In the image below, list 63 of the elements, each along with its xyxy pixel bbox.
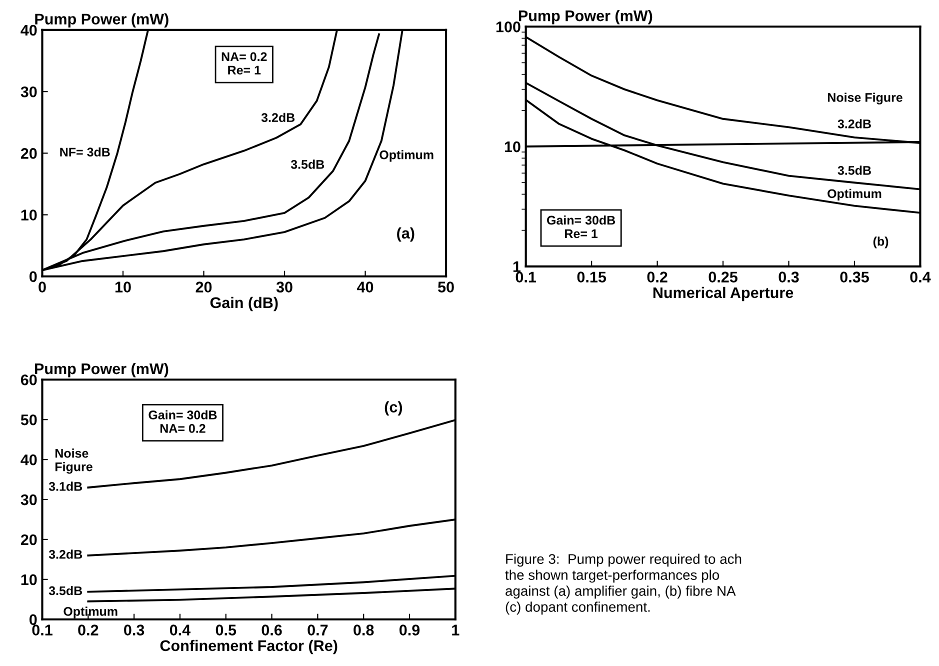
y-tick-label: 10: [21, 574, 37, 586]
x-tick-label: 0.25: [708, 272, 738, 282]
y-tick-label: 50: [20, 414, 37, 426]
y-tick-label: 10: [504, 141, 520, 152]
x-tick-label: 0.15: [577, 272, 606, 282]
annotation: (c): [384, 401, 402, 416]
series-label: 3.2dB: [48, 550, 82, 559]
x-tick-label: 0.2: [78, 624, 98, 636]
y-tick-label: 20: [20, 148, 37, 159]
y-axis-title: Pump Power (mW): [518, 10, 652, 24]
annotation: Noise Figure: [55, 448, 92, 474]
x-axis-title: Gain (dB): [210, 296, 278, 312]
x-axis-title: Numerical Aperture: [653, 286, 794, 302]
y-tick-label: 100: [496, 22, 520, 32]
annotation: Gain= 30dB Re= 1: [547, 215, 616, 238]
x-tick-label: 0.3: [778, 272, 799, 283]
series-label: Optimum: [380, 150, 434, 162]
y-tick-label: 30: [20, 86, 37, 98]
y-tick-label: 1: [513, 261, 521, 272]
series-label: 3.5dB: [48, 586, 82, 596]
x-tick-label: 0.1: [516, 272, 536, 282]
series-label: Optimum: [64, 606, 118, 618]
x-tick-label: 0.35: [840, 272, 869, 283]
x-tick-label: 1: [452, 624, 460, 636]
annotation: (a): [397, 227, 414, 242]
series-label: 3.1dB: [48, 482, 82, 491]
x-tick-label: 10: [115, 282, 131, 292]
series-label: NF= 3dB: [60, 147, 110, 157]
x-tick-label: 0.5: [216, 624, 236, 636]
y-axis-title: Pump Power (mW): [35, 362, 168, 378]
x-tick-label: 0.9: [399, 624, 420, 636]
x-tick-label: 0.7: [308, 624, 328, 636]
y-tick-label: 0: [30, 614, 37, 626]
series-label: Optimum: [828, 188, 882, 201]
x-tick-label: 0.4: [910, 272, 931, 282]
caption: Figure 3: Pump power required to ach the shown target-performances plo against (a) amplifier gain, (b) fibre NA (c) dopant confinement.: [505, 554, 742, 615]
x-tick-label: 0.2: [647, 272, 668, 282]
annotation: Noise Figure: [828, 92, 902, 104]
annotation: (b): [873, 236, 888, 248]
series-label: 3.5dB: [290, 160, 324, 169]
annotation: Gain= 30dB NA= 0.2: [148, 410, 217, 433]
y-tick-label: 40: [20, 24, 37, 36]
series-label: 3.2dB: [838, 119, 871, 128]
x-tick-label: 20: [196, 282, 212, 292]
annotation: NA= 0.2 Re= 1: [222, 52, 267, 75]
series-label: 3.5dB: [838, 166, 871, 175]
x-tick-label: 0: [38, 282, 46, 292]
x-tick-label: 0.3: [124, 624, 144, 636]
series-label: 3.2dB: [261, 112, 295, 122]
x-tick-label: 0.4: [170, 624, 191, 636]
x-tick-label: 40: [357, 282, 374, 292]
x-tick-label: 0.8: [354, 624, 374, 636]
y-tick-label: 10: [21, 210, 37, 220]
y-axis-title: Pump Power (mW): [35, 13, 168, 28]
y-tick-label: 20: [20, 534, 37, 546]
y-tick-label: 40: [20, 454, 37, 466]
x-tick-label: 30: [276, 282, 292, 292]
x-tick-label: 50: [438, 282, 454, 292]
y-tick-label: 60: [20, 374, 37, 386]
x-tick-label: 0.6: [262, 624, 282, 636]
x-axis-title: Confinement Factor (Re): [160, 640, 338, 654]
x-tick-label: 0.1: [32, 624, 52, 636]
y-tick-label: 30: [20, 494, 37, 506]
